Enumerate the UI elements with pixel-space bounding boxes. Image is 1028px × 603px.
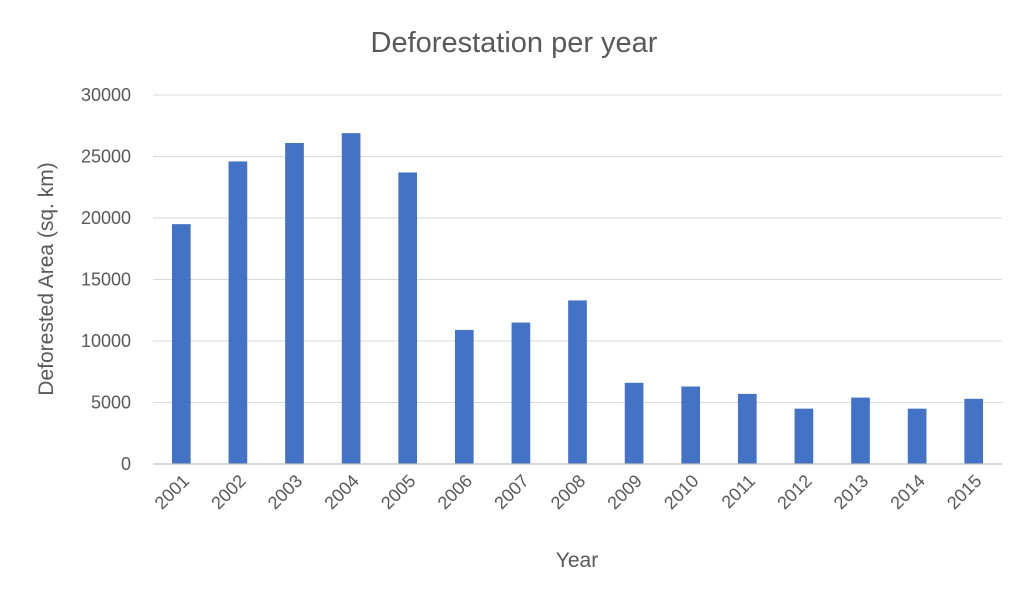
x-tick-label: 2001: [151, 471, 193, 513]
y-tick-labels: 0 5000 10000 15000 20000 25000 30000: [81, 85, 131, 474]
x-tick-labels: 2001 2002 2003 2004 2005 2006 2007 2008 2009 2010…: [151, 471, 986, 513]
bar-2002: [228, 161, 248, 465]
y-tick-label: 25000: [81, 147, 131, 167]
x-tick-label: 2007: [490, 471, 532, 513]
x-tick-label: 2005: [377, 471, 419, 513]
x-tick-label: 2012: [773, 471, 815, 513]
y-tick-label: 30000: [81, 85, 131, 105]
x-tick-label: 2002: [207, 471, 249, 513]
y-tick-label: 15000: [81, 270, 131, 290]
bar-2013: [851, 397, 870, 464]
x-tick-label: 2010: [660, 471, 702, 513]
y-tick-label: 20000: [81, 208, 131, 228]
bar-2015: [964, 398, 984, 464]
bar-2001: [171, 224, 191, 464]
x-tick-label: 2015: [943, 471, 985, 513]
bar-2003: [285, 142, 304, 464]
bar-2008: [568, 300, 587, 464]
y-axis-label: Deforested Area (sq. km): [35, 162, 58, 395]
x-axis-label: Year: [556, 549, 598, 572]
y-tick-label: 5000: [91, 393, 131, 413]
x-tick-label: 2014: [886, 471, 928, 513]
x-tick-label: 2003: [264, 471, 306, 513]
x-tick-label: 2013: [830, 471, 872, 513]
y-tick-label: 10000: [81, 331, 131, 351]
bar-2014: [907, 408, 927, 464]
x-tick-label: 2004: [320, 471, 362, 513]
bar-2004: [341, 133, 361, 464]
bars: [171, 133, 984, 465]
bar-2005: [398, 172, 418, 465]
x-tick-label: 2009: [603, 471, 645, 513]
bar-2012: [794, 408, 814, 464]
x-tick-label: 2011: [718, 471, 760, 513]
y-tick-label: 0: [121, 454, 131, 474]
bar-2007: [511, 322, 531, 464]
chart-title: Deforestation per year: [371, 27, 658, 59]
bar-2011: [737, 393, 757, 464]
bar-2009: [624, 382, 644, 464]
x-tick-label: 2008: [547, 471, 589, 513]
bar-2010: [681, 386, 701, 464]
bar-2006: [454, 329, 474, 464]
x-tick-label: 2006: [434, 471, 476, 513]
